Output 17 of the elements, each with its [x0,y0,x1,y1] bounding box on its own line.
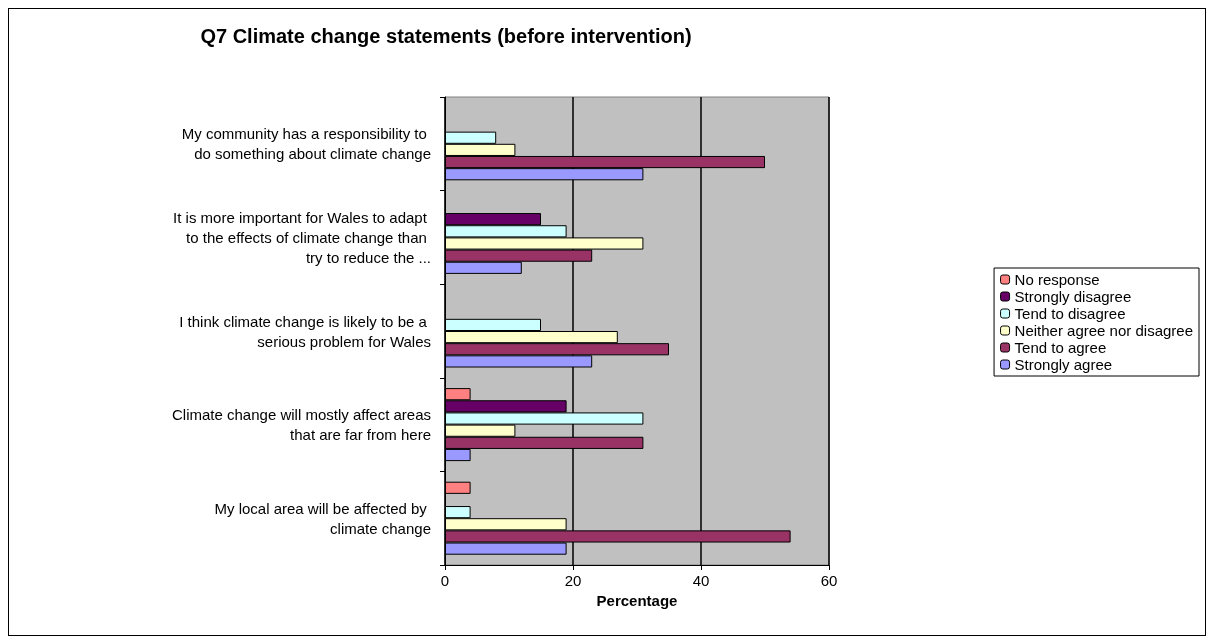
legend-label: Tend to agree [1014,339,1107,356]
legend-label: Neither agree nor disagree [1014,322,1194,339]
chart-title: Q7 Climate change statements (before intervention) [200,25,692,47]
legend-label: Strongly disagree [1014,288,1132,305]
y-tick-label: My local area will be affected by climate change [214,499,431,537]
y-tick-label: Climate change will mostly affect areas that are far from here [172,406,431,444]
y-tick-label: It is more important for Wales to adapt to the effects of climate change than try to reduce the ... [173,208,431,266]
x-tick-label: 60 [820,572,838,589]
x-tick-label: 40 [692,572,710,589]
x-tick-label: 0 [440,572,450,589]
x-tick-label: 20 [564,572,582,589]
legend-label: Strongly agree [1014,356,1113,373]
legend-label: Tend to disagree [1014,305,1126,322]
legend-label: No response [1014,271,1100,288]
x-axis-title: Percentage [596,591,678,609]
y-tick-label: I think climate change is likely to be a serious problem for Wales [179,312,431,350]
y-tick-label: My community has a responsibility to do something about climate change [181,125,431,163]
